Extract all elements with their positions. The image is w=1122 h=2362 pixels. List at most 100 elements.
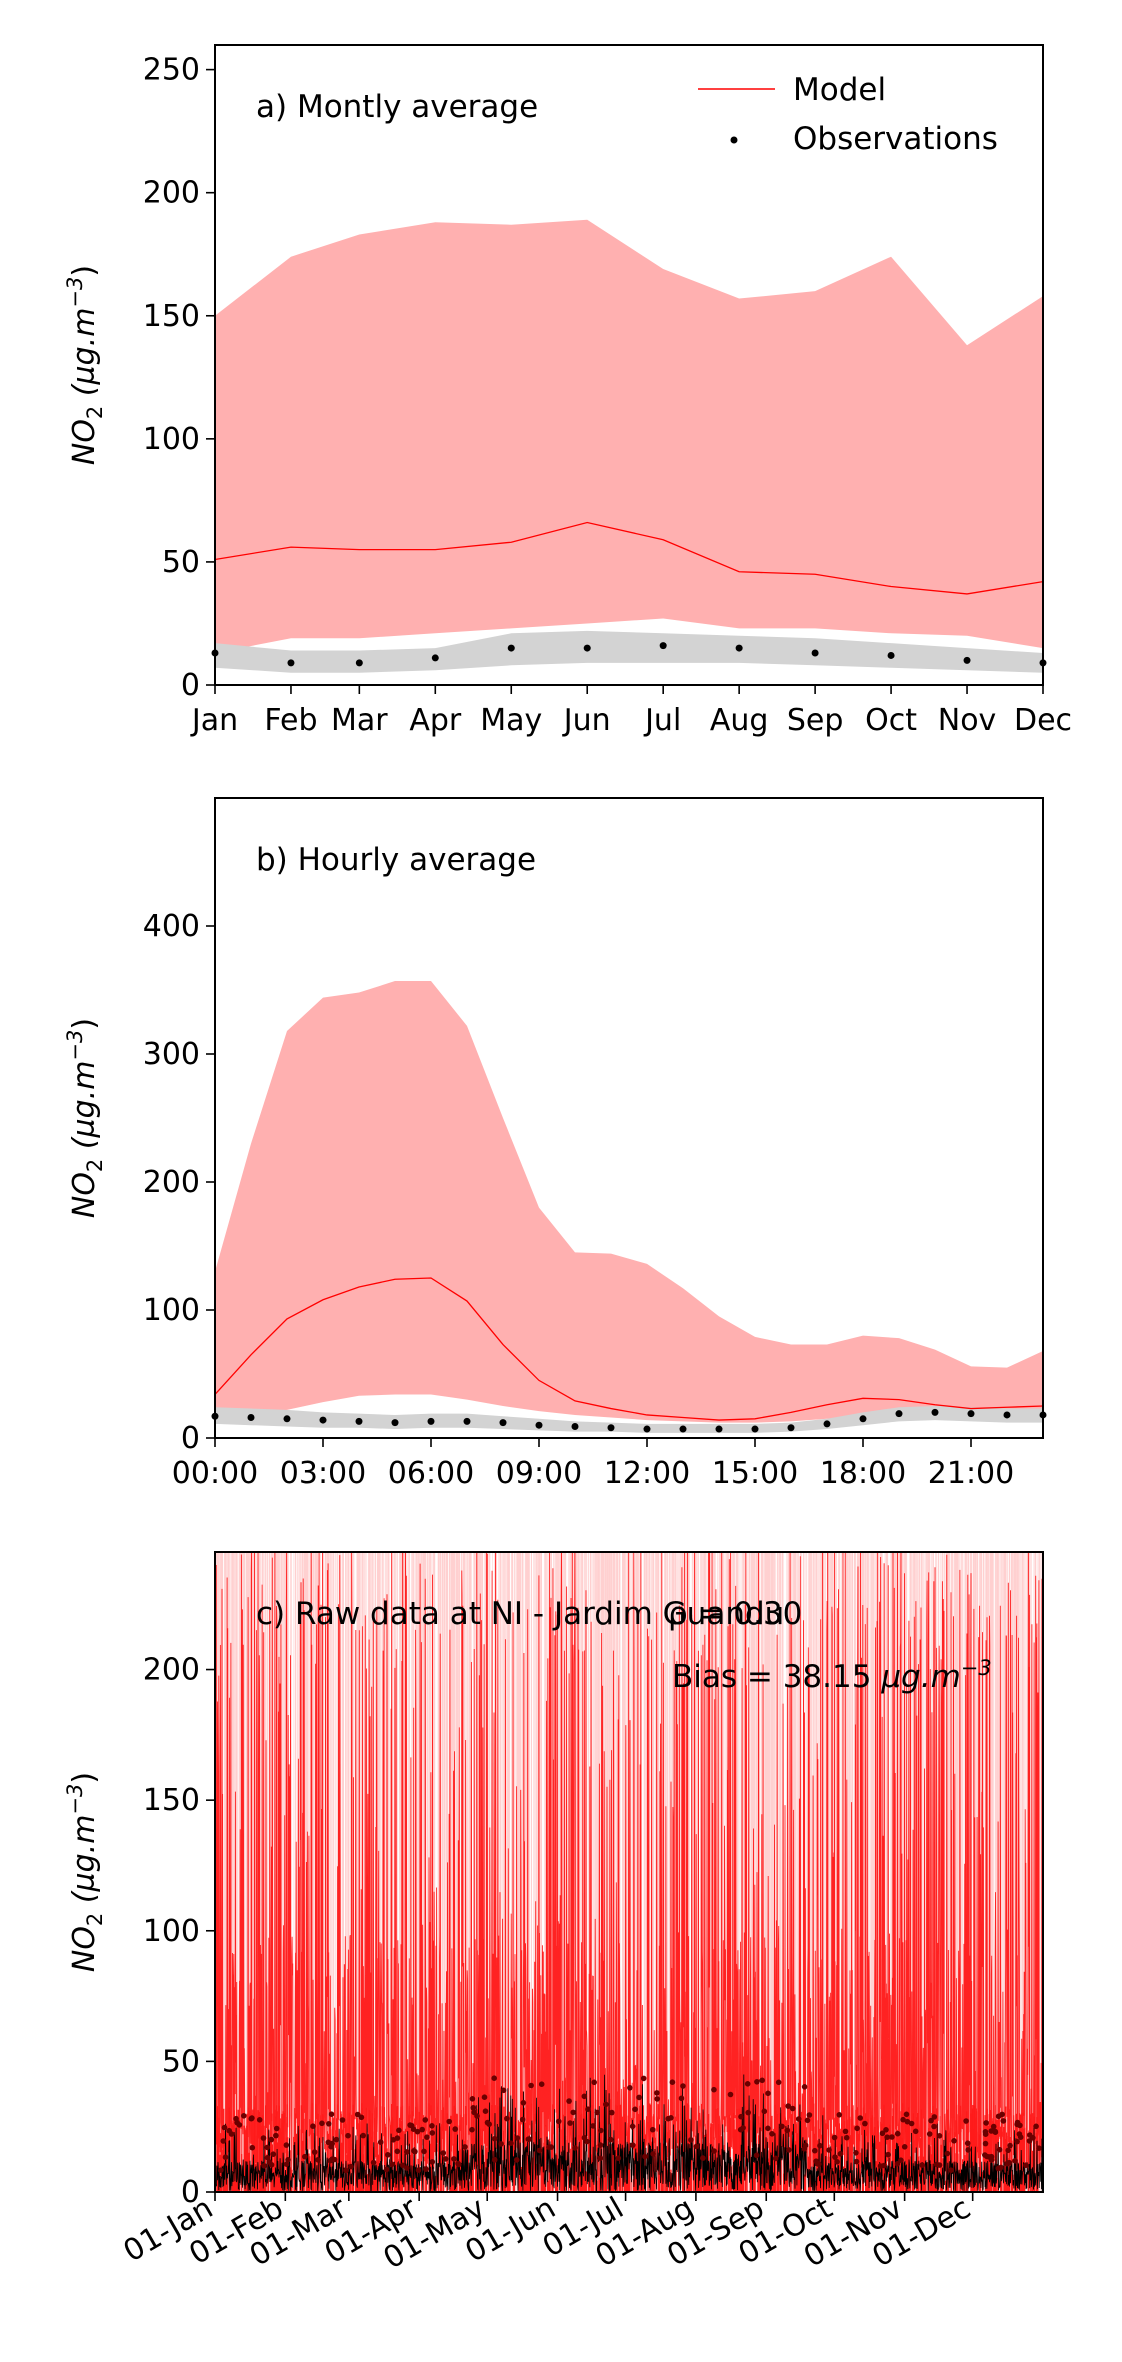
raw-observation-point — [894, 2130, 901, 2137]
monthly-observation-point — [811, 649, 819, 657]
ylabel-sub: 2 — [83, 1159, 107, 1172]
raw-observation-point — [261, 2163, 267, 2169]
raw-observation-point — [603, 2101, 609, 2108]
monthly-ytick-label: 150 — [143, 299, 200, 334]
monthly-y-axis-label: NO2 (µg.m−3) — [63, 265, 107, 465]
raw-observation-point — [1004, 2160, 1010, 2167]
raw-observation-point — [572, 2145, 578, 2151]
raw-observation-point — [385, 2152, 391, 2158]
monthly-ytick-label: 0 — [181, 668, 200, 703]
monthly-xtick-label: Feb — [264, 703, 317, 738]
raw-observation-point — [884, 2134, 890, 2140]
hourly-observation-point — [1003, 1411, 1011, 1419]
raw-observation-point — [727, 2091, 734, 2098]
monthly-observation-point — [287, 659, 295, 667]
raw-correlation: ρ = 0.30 — [668, 1596, 802, 1632]
raw-observation-point — [452, 2126, 459, 2132]
hourly-observation-point — [895, 1410, 903, 1418]
raw-observation-point — [260, 2135, 267, 2141]
raw-observation-point — [528, 2082, 534, 2089]
hourly-observation-point — [319, 1416, 327, 1424]
raw-observation-point — [591, 2079, 597, 2086]
ylabel-main: NO — [67, 1172, 102, 1218]
hourly-observation-point — [391, 1419, 399, 1427]
raw-observation-point — [249, 2115, 255, 2121]
raw-observation-point — [837, 2151, 844, 2157]
raw-observation-point — [412, 2148, 418, 2155]
raw-observation-point — [806, 2112, 813, 2118]
monthly-frame — [214, 44, 1044, 686]
raw-observation-point — [404, 2165, 410, 2171]
raw-observation-point — [377, 2139, 384, 2145]
raw-observation-point — [654, 2090, 660, 2096]
monthly-ytick-label: 100 — [143, 422, 200, 457]
raw-observation-point — [491, 2157, 498, 2163]
raw-observation-point — [285, 2157, 291, 2163]
raw-observation-point — [901, 2144, 908, 2150]
monthly-xtick-label: Apr — [409, 703, 462, 738]
raw-observation-point — [273, 2132, 279, 2139]
raw-observation-point — [360, 2132, 367, 2139]
raw-observation-point — [546, 2144, 552, 2150]
monthly-observation-point — [355, 659, 363, 667]
raw-observation-point — [853, 2150, 859, 2156]
raw-observation-point — [926, 2131, 933, 2137]
hourly-observation-point — [751, 1425, 759, 1433]
raw-observation-point — [486, 2121, 493, 2127]
raw-observation-point — [273, 2125, 280, 2132]
raw-observation-point — [854, 2125, 860, 2132]
raw-observation-point — [249, 2144, 256, 2151]
raw-observation-point — [879, 2130, 886, 2137]
raw-observation-point — [513, 2157, 520, 2163]
ylabel-close: ) — [67, 1772, 102, 1784]
raw-observation-point — [744, 2081, 751, 2087]
raw-observation-point — [826, 2147, 832, 2153]
ylabel-main: NO — [67, 419, 102, 465]
raw-observation-point — [1026, 2138, 1033, 2144]
raw-observation-point — [383, 2166, 390, 2173]
raw-observation-point — [222, 2154, 229, 2160]
raw-observation-point — [440, 2150, 447, 2156]
hourly-xtick-label: 09:00 — [496, 1456, 582, 1491]
raw-observation-point — [738, 2113, 744, 2120]
monthly-model-band — [215, 219, 1043, 653]
raw-observation-point — [963, 2118, 969, 2124]
raw-observation-point — [982, 2152, 988, 2158]
raw-observation-point — [399, 2162, 406, 2169]
raw-observation-point — [462, 2144, 468, 2150]
raw-observation-point — [329, 2156, 335, 2162]
raw-observation-point — [964, 2140, 971, 2146]
raw-observation-point — [266, 2159, 273, 2165]
raw-observation-point — [769, 2131, 775, 2137]
raw-observation-point — [789, 2105, 796, 2112]
raw-observation-point — [429, 2130, 436, 2136]
raw-observation-point — [345, 2132, 351, 2139]
raw-observation-point — [270, 2151, 277, 2157]
raw-observation-point — [904, 2118, 911, 2125]
raw-observation-point — [491, 2135, 498, 2142]
raw-observation-point — [1033, 2123, 1039, 2130]
raw-plot-area — [215, 1552, 1043, 2192]
monthly-xtick-label: Sep — [787, 703, 844, 738]
hourly-observation-point — [463, 1417, 471, 1425]
raw-observation-point — [429, 2123, 435, 2129]
raw-observation-point — [928, 2117, 934, 2124]
raw-observation-point — [711, 2148, 717, 2154]
hourly-xtick-label: 21:00 — [928, 1456, 1014, 1491]
raw-observation-point — [566, 2098, 572, 2104]
raw-observation-point — [221, 2124, 228, 2131]
raw-observation-point — [936, 2162, 943, 2168]
hourly-observation-point — [823, 1420, 831, 1428]
raw-observation-point — [423, 2166, 429, 2172]
raw-observation-point — [469, 2096, 476, 2102]
hourly-observation-point — [859, 1415, 867, 1423]
raw-observation-point — [598, 2127, 604, 2134]
raw-observation-point — [843, 2134, 850, 2141]
legend-observations-marker — [730, 136, 738, 144]
raw-observation-point — [965, 2147, 971, 2153]
raw-observation-point — [315, 2157, 321, 2163]
raw-observation-point — [992, 2128, 998, 2135]
raw-observation-point — [996, 2146, 1003, 2153]
raw-observation-point — [912, 2128, 919, 2135]
